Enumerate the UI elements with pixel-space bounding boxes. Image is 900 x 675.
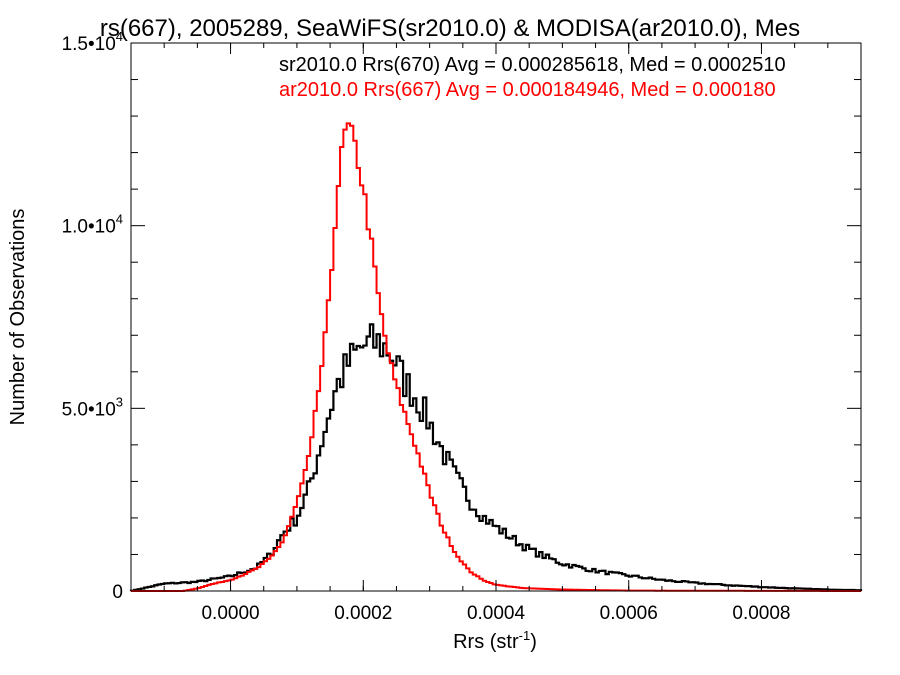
y-tick-label: 5.0•103: [62, 394, 123, 420]
x-tick-label: 0.0006: [600, 603, 658, 624]
legend-entry-sr2010: sr2010.0 Rrs(670) Avg = 0.000285618, Med…: [279, 54, 786, 76]
x-axis-label-text: Rrs (str: [453, 631, 519, 653]
y-axis: 0 5.0•103 1.0•104 1.5•104: [62, 29, 861, 603]
x-axis-label-close: ): [530, 631, 537, 653]
x-tick-label: 0.0004: [467, 603, 526, 624]
plot-frame: [130, 42, 862, 592]
x-tick-label: 0.0008: [732, 603, 790, 624]
x-tick-label: 0.0002: [334, 603, 392, 624]
x-axis-label: Rrs (str-1): [453, 628, 537, 653]
x-tick-label: 0.0000: [201, 603, 259, 624]
series-line-sr2010: [129, 323, 863, 592]
y-tick-label: 1.0•104: [62, 212, 123, 238]
x-axis-label-superscript: -1: [519, 628, 531, 643]
y-tick-label: 1.5•104: [62, 29, 123, 55]
plot-area: [129, 122, 863, 592]
series-line-ar2010: [131, 122, 861, 592]
x-axis: 0.0000 0.0002 0.0004 0.0006 0.0008: [163, 43, 862, 624]
legend-entry-ar2010: ar2010.0 Rrs(667) Avg = 0.000184946, Med…: [279, 79, 776, 101]
chart-title: rs(667), 2005289, SeaWiFS(sr2010.0) & MO…: [100, 15, 800, 42]
y-tick-label: 0: [112, 582, 123, 603]
y-axis-label: Number of Observations: [7, 209, 29, 426]
